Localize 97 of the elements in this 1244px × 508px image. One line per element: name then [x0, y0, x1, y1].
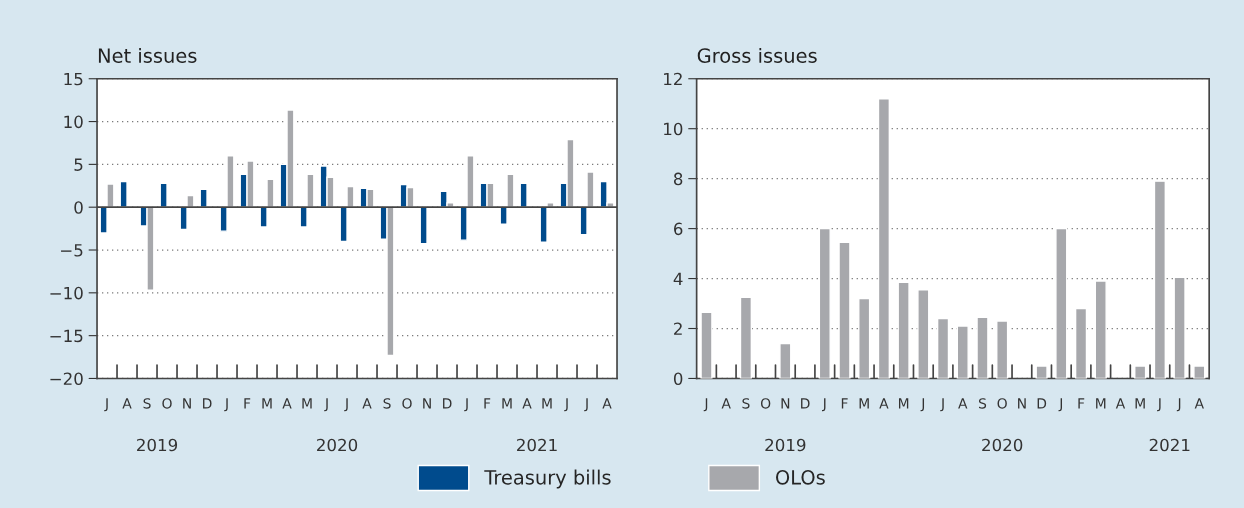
x-tick-label: A — [1194, 398, 1204, 409]
x-tick-label: N — [1018, 398, 1026, 409]
bar — [499, 206, 508, 226]
bar — [306, 173, 315, 208]
x-tick-label: F — [244, 398, 251, 409]
y-tick-label: −15 — [50, 329, 83, 343]
x-tick-label: D — [443, 398, 452, 409]
x-tick-label: F — [1078, 398, 1085, 409]
text: 2021 — [517, 438, 557, 452]
y-tick-label: −5 — [61, 244, 83, 257]
x-tick-label: M — [859, 398, 869, 409]
x-tick-label: M — [302, 398, 312, 409]
bar — [186, 194, 195, 208]
bar — [346, 185, 355, 208]
x-tick-label: A — [122, 398, 132, 409]
x-tick-label: J — [940, 398, 944, 412]
x-tick-label: M — [262, 398, 272, 409]
x-tick-label: O — [162, 398, 172, 409]
x-tick-label: A — [522, 398, 532, 409]
bar — [586, 171, 595, 208]
bar — [119, 180, 128, 208]
x-tick-label: A — [721, 398, 731, 409]
x-tick-label: F — [841, 398, 848, 409]
x-tick-label: J — [224, 398, 228, 412]
x-tick-label: J — [344, 398, 348, 412]
bar — [299, 206, 308, 228]
text: 2021 — [1149, 438, 1190, 452]
y-tick-label: −10 — [50, 286, 83, 300]
x-tick-label: J — [703, 398, 708, 412]
x-tick-label: S — [742, 398, 750, 409]
x-tick-label: S — [978, 398, 987, 409]
legend-label: OLOs — [776, 469, 825, 485]
x-tick-label: J — [1157, 398, 1161, 412]
x-tick-label: M — [1135, 398, 1145, 409]
y-tick-label: 4 — [673, 272, 683, 285]
bar — [226, 155, 235, 208]
bar — [219, 206, 228, 232]
y-tick-label: 0 — [74, 201, 83, 214]
chart-title: Gross issues — [697, 47, 817, 63]
y-tick-label: −20 — [50, 372, 83, 386]
bar — [339, 206, 348, 243]
bar — [179, 206, 188, 231]
x-tick-label: J — [564, 398, 568, 412]
bar — [106, 183, 115, 208]
x-tick-label: J — [822, 398, 826, 412]
bar — [579, 206, 588, 236]
bar — [419, 206, 428, 245]
x-tick-label: O — [760, 398, 771, 409]
x-tick-label: J — [1176, 398, 1181, 412]
x-tick-label: M — [898, 398, 909, 409]
y-tick-label: 0 — [673, 372, 683, 386]
x-tick-label: A — [282, 398, 292, 409]
chart-title: Net issues — [98, 47, 197, 63]
y-tick-label: 8 — [673, 172, 683, 186]
x-tick-label: S — [383, 398, 391, 409]
y-tick-label: 15 — [64, 72, 83, 86]
x-tick-label: N — [183, 398, 191, 409]
text: 2020 — [317, 438, 358, 452]
bar — [466, 155, 475, 208]
text: 2019 — [765, 438, 806, 452]
x-tick-label: M — [502, 398, 512, 409]
x-tick-label: N — [781, 398, 790, 409]
y-tick-label: 12 — [664, 72, 682, 86]
y-tick-label: 5 — [74, 158, 83, 171]
x-tick-label: J — [464, 398, 468, 412]
bar — [506, 173, 515, 208]
x-tick-label: A — [362, 398, 372, 409]
x-tick-label: J — [1058, 398, 1063, 412]
x-tick-label: O — [997, 398, 1007, 409]
x-tick-label: O — [402, 398, 412, 409]
bar — [259, 206, 268, 228]
text: 2019 — [137, 438, 178, 452]
x-tick-label: A — [879, 398, 889, 409]
x-tick-label: N — [423, 398, 431, 409]
x-tick-label: D — [801, 398, 810, 409]
x-tick-label: J — [104, 398, 108, 412]
x-tick-label: J — [324, 398, 328, 412]
x-tick-label: J — [920, 398, 925, 412]
x-tick-label: A — [958, 398, 968, 409]
y-tick-label: 10 — [664, 122, 683, 136]
x-tick-label: J — [584, 398, 588, 412]
x-tick-label: A — [1115, 398, 1126, 409]
text: 2020 — [982, 438, 1023, 452]
x-tick-label: D — [1037, 398, 1047, 409]
bar — [539, 206, 548, 243]
x-tick-label: D — [203, 398, 212, 409]
y-tick-label: 2 — [674, 322, 682, 335]
x-tick-label: A — [602, 398, 612, 409]
bar — [266, 178, 275, 208]
legend-label: Treasury bills — [484, 469, 611, 489]
y-tick-label: 10 — [64, 115, 83, 129]
y-tick-label: 6 — [674, 222, 683, 236]
x-tick-label: F — [484, 398, 491, 409]
x-tick-label: S — [143, 398, 151, 409]
x-tick-label: M — [1096, 398, 1106, 409]
x-tick-label: M — [542, 398, 552, 409]
bar — [459, 206, 468, 241]
